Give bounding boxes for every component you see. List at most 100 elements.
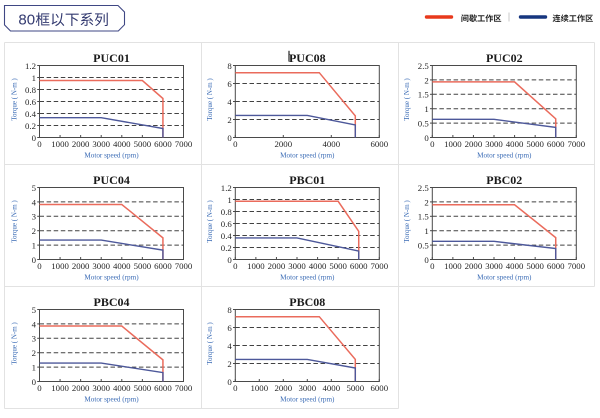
- svg-text:7000: 7000: [175, 383, 193, 393]
- svg-text:4000: 4000: [113, 261, 131, 271]
- svg-text:3000: 3000: [485, 139, 503, 149]
- svg-text:Motor speed (rpm): Motor speed (rpm): [477, 152, 532, 160]
- svg-text:8: 8: [227, 61, 232, 71]
- svg-text:5000: 5000: [526, 139, 544, 149]
- svg-text:2.5: 2.5: [418, 183, 430, 193]
- svg-text:6000: 6000: [371, 139, 389, 149]
- svg-text:2000: 2000: [275, 383, 293, 393]
- svg-text:0: 0: [32, 255, 37, 265]
- svg-text:1: 1: [424, 104, 428, 114]
- svg-text:3000: 3000: [92, 383, 110, 393]
- svg-text:4000: 4000: [323, 383, 341, 393]
- svg-text:4: 4: [32, 319, 37, 329]
- svg-text:3000: 3000: [92, 261, 110, 271]
- svg-text:5000: 5000: [134, 383, 152, 393]
- svg-text:Motor speed (rpm): Motor speed (rpm): [280, 152, 335, 160]
- svg-text:7000: 7000: [568, 139, 586, 149]
- svg-text:5000: 5000: [134, 261, 152, 271]
- svg-text:Torque ( N-m ): Torque ( N-m ): [10, 200, 18, 243]
- svg-text:PUC08: PUC08: [289, 51, 326, 65]
- svg-text:2: 2: [227, 359, 231, 369]
- svg-text:5: 5: [32, 183, 37, 193]
- svg-text:Torque ( N-m ): Torque ( N-m ): [10, 78, 18, 121]
- svg-text:0: 0: [233, 139, 238, 149]
- svg-text:2000: 2000: [72, 261, 90, 271]
- svg-text:0: 0: [424, 255, 429, 265]
- svg-text:0.5: 0.5: [418, 119, 430, 129]
- svg-text:0: 0: [32, 377, 37, 387]
- svg-text:2000: 2000: [465, 139, 483, 149]
- svg-text:1000: 1000: [251, 383, 269, 393]
- svg-text:3000: 3000: [92, 139, 110, 149]
- svg-text:PUC02: PUC02: [486, 51, 523, 65]
- svg-text:2: 2: [32, 226, 36, 236]
- svg-text:0.4: 0.4: [25, 109, 37, 119]
- svg-text:0: 0: [233, 261, 238, 271]
- svg-text:2.5: 2.5: [418, 61, 430, 71]
- svg-text:PUC04: PUC04: [93, 173, 130, 187]
- svg-text:5: 5: [32, 305, 37, 315]
- svg-text:4000: 4000: [309, 261, 327, 271]
- svg-text:1: 1: [32, 73, 36, 83]
- svg-text:4: 4: [227, 341, 232, 351]
- svg-text:1.2: 1.2: [25, 61, 36, 71]
- svg-text:2000: 2000: [268, 261, 286, 271]
- svg-text:5000: 5000: [134, 139, 152, 149]
- svg-text:8: 8: [227, 305, 232, 315]
- svg-text:0: 0: [227, 377, 232, 387]
- svg-text:1.5: 1.5: [418, 90, 430, 100]
- svg-text:0.6: 0.6: [221, 219, 233, 229]
- svg-text:0: 0: [227, 255, 232, 265]
- svg-text:Torque ( N-m ): Torque ( N-m ): [10, 322, 18, 365]
- svg-text:6000: 6000: [154, 383, 172, 393]
- svg-text:0.8: 0.8: [25, 85, 37, 95]
- svg-text:7000: 7000: [568, 261, 586, 271]
- svg-text:Torque ( N-m ): Torque ( N-m ): [206, 200, 214, 243]
- svg-text:0: 0: [37, 139, 42, 149]
- svg-text:Motor speed (rpm): Motor speed (rpm): [84, 396, 139, 404]
- svg-text:6000: 6000: [547, 261, 565, 271]
- svg-text:2000: 2000: [72, 383, 90, 393]
- svg-text:0.2: 0.2: [25, 121, 36, 131]
- svg-text:3000: 3000: [299, 383, 317, 393]
- svg-text:1000: 1000: [51, 261, 69, 271]
- svg-text:4000: 4000: [506, 139, 524, 149]
- svg-text:3000: 3000: [485, 261, 503, 271]
- svg-text:2000: 2000: [465, 261, 483, 271]
- svg-text:5000: 5000: [347, 383, 365, 393]
- svg-text:4000: 4000: [113, 383, 131, 393]
- svg-text:0.2: 0.2: [221, 243, 232, 253]
- svg-text:0: 0: [430, 261, 435, 271]
- svg-text:4000: 4000: [113, 139, 131, 149]
- svg-text:Torque ( N-m ): Torque ( N-m ): [403, 200, 411, 243]
- svg-text:Motor speed (rpm): Motor speed (rpm): [84, 274, 139, 282]
- svg-text:1000: 1000: [444, 139, 462, 149]
- svg-text:4: 4: [32, 197, 37, 207]
- svg-text:1000: 1000: [247, 261, 265, 271]
- svg-text:PBC02: PBC02: [486, 173, 522, 187]
- svg-text:6000: 6000: [154, 261, 172, 271]
- svg-text:4: 4: [227, 97, 232, 107]
- svg-text:0: 0: [424, 133, 429, 143]
- svg-text:1: 1: [32, 241, 36, 251]
- svg-text:3: 3: [32, 212, 37, 222]
- svg-text:6: 6: [227, 79, 232, 89]
- svg-text:2000: 2000: [72, 139, 90, 149]
- svg-text:Motor speed (rpm): Motor speed (rpm): [280, 396, 335, 404]
- svg-text:0: 0: [37, 261, 42, 271]
- svg-text:6000: 6000: [350, 261, 368, 271]
- svg-text:Motor speed (rpm): Motor speed (rpm): [477, 274, 532, 282]
- svg-text:2: 2: [227, 115, 231, 125]
- svg-text:Torque ( N-m ): Torque ( N-m ): [403, 78, 411, 121]
- svg-text:1: 1: [227, 195, 231, 205]
- svg-text:80: 80: [18, 11, 35, 28]
- svg-text:PBC01: PBC01: [289, 173, 325, 187]
- svg-text:6: 6: [227, 323, 232, 333]
- svg-text:0.8: 0.8: [221, 207, 233, 217]
- svg-text:PUC01: PUC01: [93, 51, 130, 65]
- svg-text:7000: 7000: [371, 261, 389, 271]
- svg-text:Torque ( N-m ): Torque ( N-m ): [206, 78, 214, 121]
- svg-text:5000: 5000: [526, 261, 544, 271]
- svg-text:1000: 1000: [51, 383, 69, 393]
- svg-text:1000: 1000: [444, 261, 462, 271]
